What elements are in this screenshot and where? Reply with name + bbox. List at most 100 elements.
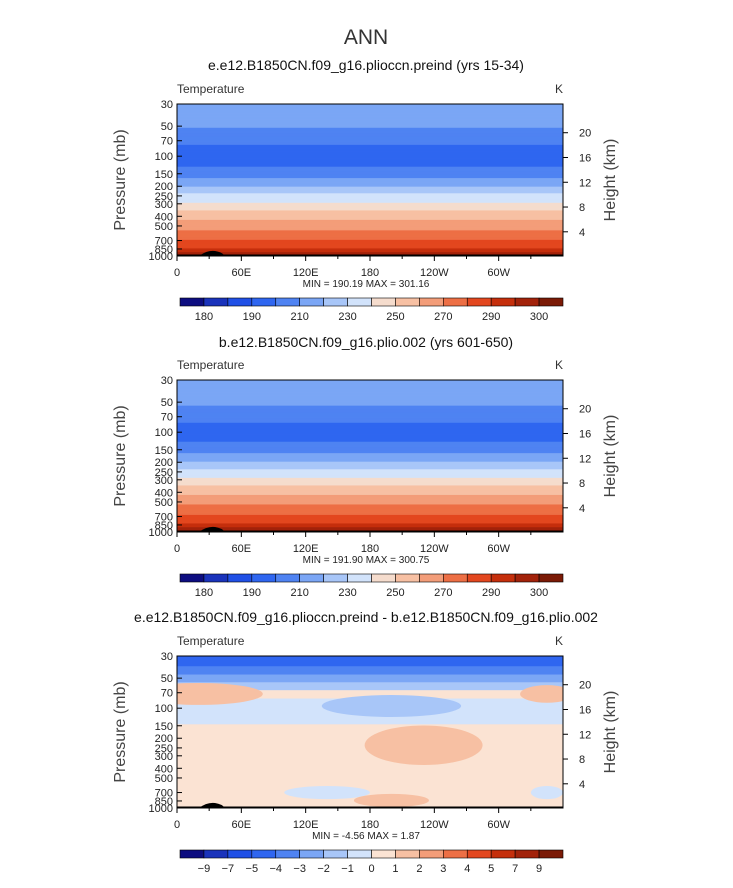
contour-band [177, 195, 563, 197]
contour-band [177, 456, 563, 459]
contour-band [177, 111, 563, 114]
contour-band [177, 410, 563, 412]
contour-band [177, 252, 563, 254]
contour-band [177, 151, 563, 154]
contour-band [177, 216, 563, 218]
contour-band [177, 214, 563, 216]
x-tick-label: 60W [487, 819, 510, 831]
contour-band [177, 177, 563, 179]
x-tick-label: 180 [361, 543, 379, 555]
height-tick-label: 8 [579, 202, 585, 214]
y-tick-label: 30 [161, 651, 173, 663]
contour-band [177, 453, 563, 455]
height-tick-label: 20 [579, 128, 591, 140]
colorbar-swatch [227, 573, 253, 583]
colorbar-swatch [203, 297, 229, 307]
contour-band [177, 449, 563, 451]
contour-band [177, 462, 563, 465]
x-tick-label: 180 [361, 819, 379, 831]
contour-band [177, 246, 563, 249]
contour-band [177, 168, 563, 171]
colorbar-swatch [419, 573, 444, 583]
contour-band [177, 187, 563, 190]
y-tick-label: 850 [155, 244, 173, 256]
contour-band [177, 241, 563, 244]
contour-band [177, 497, 563, 500]
contour-band [177, 158, 563, 160]
colorbar-swatch [538, 573, 564, 583]
contour-band [177, 488, 563, 490]
contour-band [177, 459, 563, 462]
contour-band [177, 528, 563, 530]
colorbar-label: 210 [291, 587, 309, 599]
contour-band [177, 123, 563, 125]
contour-band [177, 238, 563, 241]
contour-band [177, 207, 563, 210]
colorbar-swatch [179, 297, 205, 307]
contour-band [177, 182, 563, 185]
contour-band [177, 113, 563, 116]
colorbar-label: 190 [243, 587, 261, 599]
contour-band [177, 175, 563, 177]
y-tick-label: 1000 [149, 527, 173, 539]
x-tick-label: 60W [487, 543, 510, 555]
contour-band [177, 455, 563, 457]
contour-band [177, 225, 563, 228]
contour-band [177, 126, 563, 129]
colorbar-label: 290 [482, 587, 500, 599]
contour-band [177, 204, 563, 207]
colorbar-label: 270 [434, 587, 452, 599]
contour-band [177, 210, 563, 212]
colorbar-label: −9 [198, 863, 211, 875]
contour-band [177, 420, 563, 423]
contour-band [177, 479, 563, 482]
contour-band [177, 522, 563, 525]
colorbar-label: 180 [195, 311, 213, 323]
panel-1: e.e12.B1850CN.f09_g16.plioccn.preind (yr… [112, 57, 619, 323]
colorbar-swatch [203, 849, 229, 859]
contour-band [177, 116, 563, 118]
colorbar-label: 230 [338, 587, 356, 599]
contour-band [177, 400, 563, 403]
contour-band [177, 239, 563, 242]
contour-band [177, 134, 563, 136]
contour-band [177, 507, 563, 509]
colorbar-swatch [347, 297, 372, 307]
contour-band [177, 412, 563, 414]
contour-band [177, 491, 563, 493]
colorbar-swatch [443, 297, 468, 307]
contour-band [177, 156, 563, 158]
height-tick-label: 4 [579, 227, 585, 239]
contour-band [177, 150, 563, 153]
contour-band [177, 514, 563, 517]
y-tick-label: 30 [161, 375, 173, 387]
contour-band [177, 203, 563, 206]
colorbar-swatch [251, 297, 277, 307]
contour-band [177, 418, 563, 421]
contour-region [520, 685, 563, 703]
contour-band [177, 164, 563, 167]
colorbar-label: 210 [291, 311, 309, 323]
panel-title: e.e12.B1850CN.f09_g16.plioccn.preind (yr… [208, 57, 524, 73]
contour-band [177, 230, 563, 232]
y-axis-label-right: Height (km) [602, 139, 619, 222]
contour-band [177, 139, 563, 141]
contour-band [177, 127, 563, 130]
contour-band [177, 227, 563, 230]
contour-band [177, 515, 563, 518]
contour-band [177, 469, 563, 471]
colorbar-swatch [179, 849, 205, 859]
contour-band [177, 132, 563, 135]
contour-band [177, 253, 563, 255]
colorbar-swatch [443, 573, 468, 583]
contour-band [177, 495, 563, 498]
contour-band [177, 115, 563, 117]
contour-band [177, 184, 563, 187]
contour-band [177, 437, 563, 440]
contour-band [177, 137, 563, 139]
contour-band [177, 399, 563, 401]
colorbar-swatch [395, 849, 420, 859]
colorbar-swatch [395, 297, 420, 307]
contour-band [177, 485, 563, 487]
contour-band [177, 674, 563, 683]
